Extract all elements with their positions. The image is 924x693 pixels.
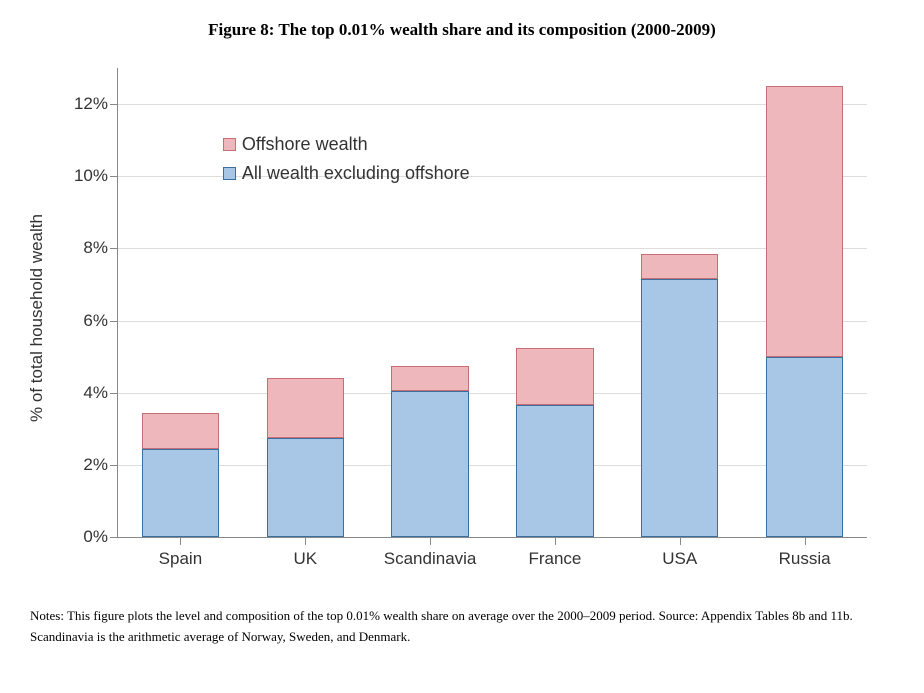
legend-label: All wealth excluding offshore — [242, 163, 470, 184]
y-tick — [110, 465, 118, 466]
y-tick — [110, 176, 118, 177]
y-axis-label: % of total household wealth — [27, 214, 47, 422]
x-tick — [430, 537, 431, 545]
x-tick — [555, 537, 556, 545]
y-tick-label: 4% — [63, 383, 108, 403]
y-tick-label: 0% — [63, 527, 108, 547]
x-tick — [305, 537, 306, 545]
legend-swatch — [223, 167, 236, 180]
bar-segment-offshore — [142, 413, 219, 449]
x-tick — [680, 537, 681, 545]
x-tick-label: USA — [662, 549, 697, 569]
y-tick-label: 10% — [63, 166, 108, 186]
bar-segment-excl_offshore — [391, 391, 468, 537]
x-tick-label: Russia — [779, 549, 831, 569]
x-tick-label: UK — [293, 549, 317, 569]
x-tick — [805, 537, 806, 545]
bar-segment-offshore — [267, 378, 344, 438]
legend-swatch — [223, 138, 236, 151]
bar-group — [142, 68, 219, 537]
y-tick-label: 8% — [63, 238, 108, 258]
bar-group — [641, 68, 718, 537]
plot-area: Offshore wealth All wealth excluding offs… — [117, 68, 867, 538]
x-tick-label: Scandinavia — [384, 549, 477, 569]
bar-segment-excl_offshore — [267, 438, 344, 537]
y-tick — [110, 104, 118, 105]
bar-segment-offshore — [641, 254, 718, 279]
y-tick-label: 6% — [63, 311, 108, 331]
bar-segment-offshore — [516, 348, 593, 406]
y-tick — [110, 248, 118, 249]
bar-segment-excl_offshore — [641, 279, 718, 537]
chart-container: % of total household wealth Offshore wea… — [47, 58, 877, 578]
x-tick-label: France — [528, 549, 581, 569]
bar-group — [766, 68, 843, 537]
y-tick — [110, 537, 118, 538]
y-tick — [110, 393, 118, 394]
bar-segment-excl_offshore — [516, 405, 593, 537]
figure-notes: Notes: This figure plots the level and c… — [30, 606, 894, 648]
bar-segment-excl_offshore — [142, 449, 219, 537]
legend-label: Offshore wealth — [242, 134, 368, 155]
bar-group — [516, 68, 593, 537]
x-tick-label: Spain — [159, 549, 202, 569]
bar-segment-excl_offshore — [766, 357, 843, 537]
x-tick — [180, 537, 181, 545]
legend-item-offshore: Offshore wealth — [223, 134, 470, 155]
bar-segment-offshore — [391, 366, 468, 391]
y-tick-label: 12% — [63, 94, 108, 114]
bar-segment-offshore — [766, 86, 843, 357]
legend: Offshore wealth All wealth excluding offs… — [223, 134, 470, 192]
legend-item-excl_offshore: All wealth excluding offshore — [223, 163, 470, 184]
figure-title: Figure 8: The top 0.01% wealth share and… — [30, 20, 894, 40]
y-tick-label: 2% — [63, 455, 108, 475]
y-tick — [110, 321, 118, 322]
